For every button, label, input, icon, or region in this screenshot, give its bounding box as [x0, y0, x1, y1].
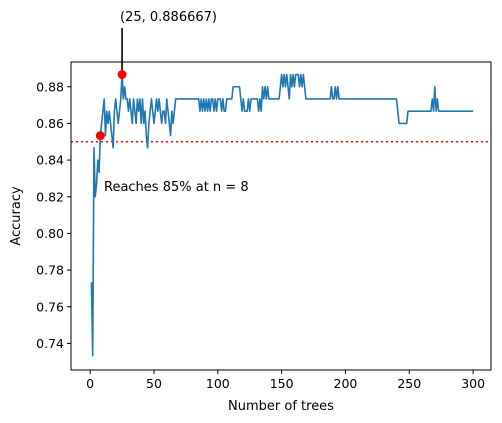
- x-tick-label: 150: [270, 376, 294, 391]
- x-tick-label: 200: [334, 376, 358, 391]
- y-tick-label: 0.74: [36, 336, 64, 351]
- y-tick-label: 0.86: [36, 116, 64, 131]
- x-tick-label: 100: [206, 376, 230, 391]
- peak-annotation: (25, 0.886667): [120, 10, 217, 25]
- y-tick-label: 0.82: [36, 189, 64, 204]
- x-tick-label: 250: [397, 376, 421, 391]
- chart-text: Number of trees Accuracy Reaches 85% at …: [9, 10, 334, 414]
- threshold-marker: [95, 131, 105, 141]
- y-tick-label: 0.76: [36, 299, 64, 314]
- y-tick-label: 0.84: [36, 153, 64, 168]
- y-tick-label: 0.80: [36, 226, 64, 241]
- plot-area: 0 50 100 150 200 250 300 0.74 0.76 0.78 0.80 0.82 0.…: [36, 28, 492, 391]
- y-tick-label: 0.78: [36, 263, 64, 278]
- threshold-annotation: Reaches 85% at n = 8: [104, 180, 249, 195]
- axes-frame: [70, 61, 492, 371]
- y-tick-label: 0.88: [36, 79, 64, 94]
- x-axis-label: Number of trees: [228, 399, 334, 414]
- accuracy-line: [90, 73, 474, 357]
- y-axis-label: Accuracy: [9, 186, 24, 246]
- x-tick-label: 300: [461, 376, 485, 391]
- x-tick-label: 50: [146, 376, 162, 391]
- x-tick-label: 0: [86, 376, 94, 391]
- peak-marker: [117, 70, 127, 80]
